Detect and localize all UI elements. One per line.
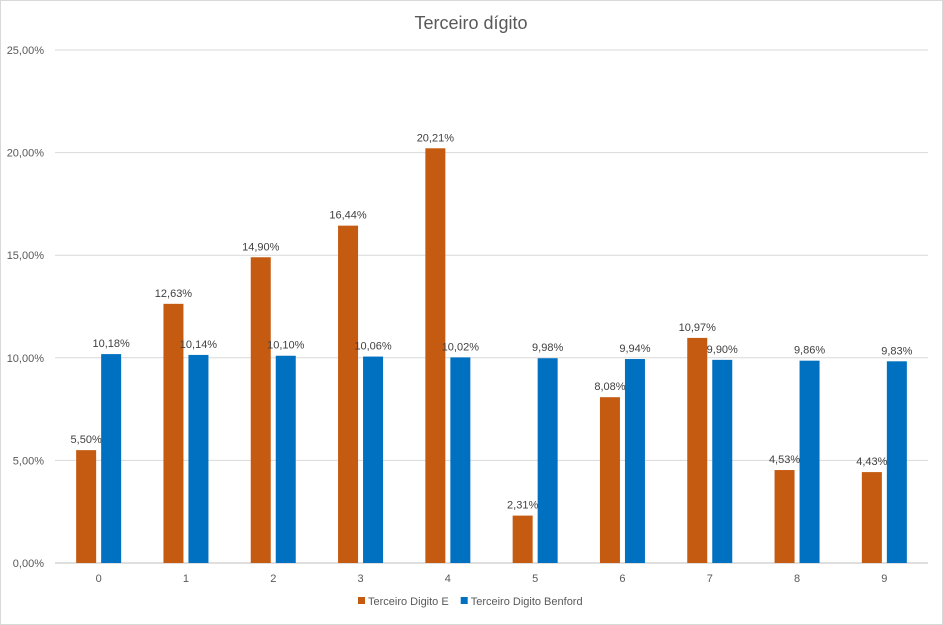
x-tick-label: 3: [357, 573, 363, 585]
bar: [101, 354, 122, 563]
bar: [450, 357, 471, 563]
x-tick-label: 5: [532, 573, 538, 585]
legend-swatch: [460, 597, 468, 604]
y-tick-label: 0,00%: [13, 558, 44, 570]
data-label: 4,53%: [769, 454, 800, 466]
bar: [338, 225, 359, 564]
bar: [363, 356, 384, 563]
data-label: 9,86%: [794, 345, 825, 357]
bar: [799, 360, 820, 563]
bar: [624, 359, 645, 563]
x-tick-label: 8: [794, 573, 800, 585]
bar: [512, 515, 533, 563]
bar: [163, 303, 184, 563]
x-tick-label: 4: [445, 573, 451, 585]
y-tick-label: 10,00%: [7, 353, 45, 365]
y-tick-label: 15,00%: [7, 250, 45, 262]
data-label: 10,14%: [180, 339, 218, 351]
data-label: 10,02%: [442, 341, 480, 353]
legend-label: Terceiro Digito Benford: [471, 596, 583, 608]
data-label: 14,90%: [242, 241, 280, 253]
x-tick-label: 9: [881, 573, 887, 585]
y-tick-label: 25,00%: [7, 45, 45, 57]
data-label: 9,98%: [532, 342, 563, 354]
data-label: 10,10%: [267, 340, 305, 352]
data-label: 9,94%: [619, 343, 650, 355]
bar: [861, 472, 882, 563]
y-axis: 0,00% 5,00% 10,00% 15,00% 20,00% 25,00%: [7, 45, 45, 570]
bar: [425, 148, 446, 563]
bar: [599, 397, 620, 563]
x-tick-label: 6: [619, 573, 625, 585]
gridlines: [55, 49, 928, 564]
bar: [537, 358, 558, 563]
bar: [687, 337, 708, 563]
data-label: 9,83%: [881, 345, 912, 357]
chart-title: Terceiro dígito: [414, 13, 527, 33]
data-label: 8,08%: [594, 381, 625, 393]
y-tick-label: 20,00%: [7, 148, 45, 160]
data-label: 10,06%: [354, 341, 392, 353]
data-label: 4,43%: [856, 456, 887, 468]
data-label: 5,50%: [71, 434, 102, 446]
bar: [886, 361, 907, 563]
bar: [275, 355, 296, 563]
bar: [188, 354, 209, 563]
data-label: 9,90%: [707, 344, 738, 356]
bar: [774, 470, 795, 563]
data-label: 20,21%: [417, 132, 455, 144]
bar: [250, 257, 271, 563]
data-label: 10,18%: [92, 338, 130, 350]
x-tick-label: 1: [183, 573, 189, 585]
y-tick-label: 5,00%: [13, 455, 44, 467]
bar: [712, 359, 733, 563]
data-label: 10,97%: [679, 322, 717, 334]
data-label: 12,63%: [155, 288, 193, 300]
legend: Terceiro Digito E Terceiro Digito Benford: [358, 596, 583, 608]
x-tick-label: 0: [96, 573, 102, 585]
data-label: 2,31%: [507, 500, 538, 512]
bar: [76, 450, 97, 563]
x-axis: 0 1 2 3 4 5 6 7 8 9: [96, 573, 888, 585]
bars: 5,50% 10,18% 12,63% 10,14% 14,90% 10,10% 16,44…: [71, 132, 913, 564]
data-label: 16,44%: [329, 210, 367, 222]
legend-swatch: [358, 597, 365, 604]
x-tick-label: 2: [270, 573, 276, 585]
legend-label: Terceiro Digito E: [368, 596, 449, 608]
x-tick-label: 7: [707, 573, 713, 585]
